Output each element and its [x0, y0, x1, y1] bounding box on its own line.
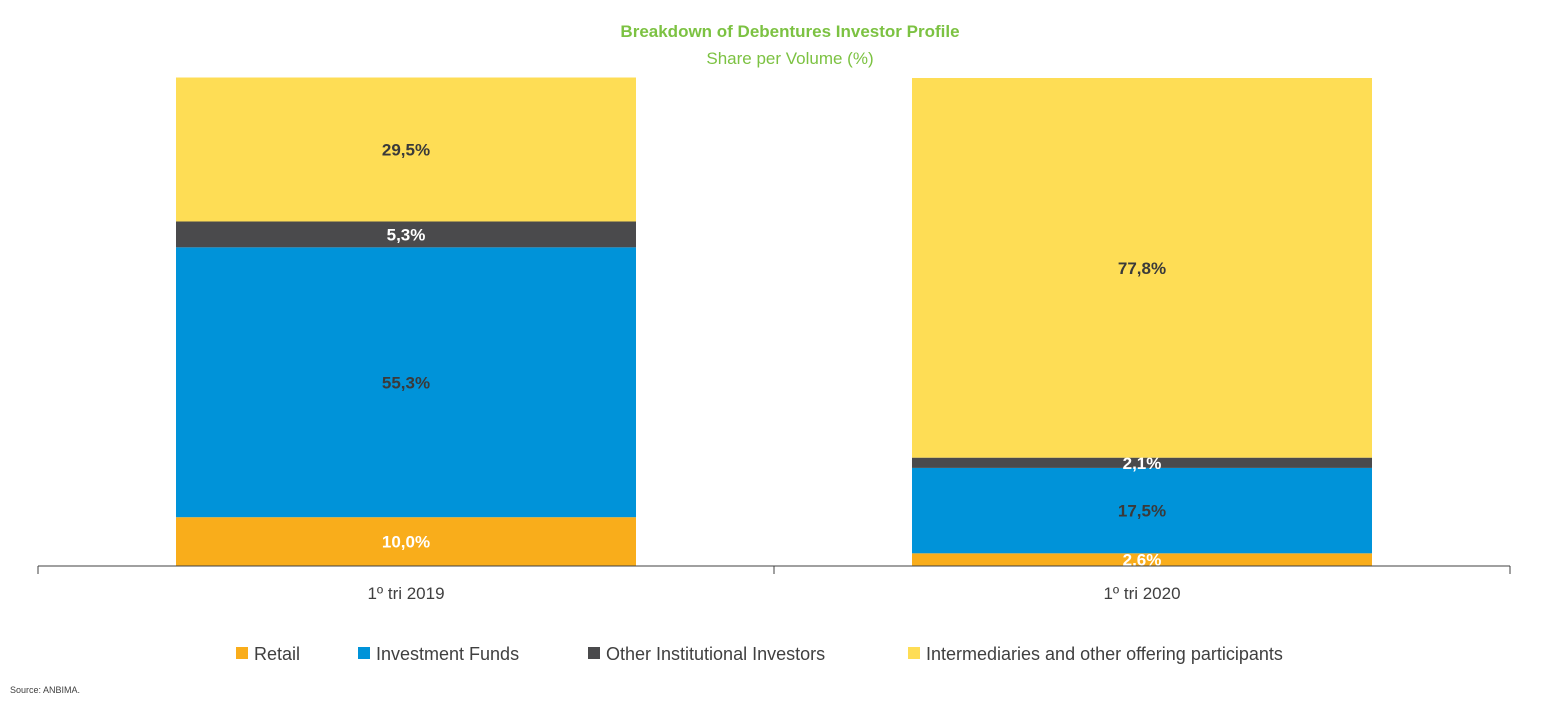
bar-segment	[176, 517, 636, 566]
legend-swatch	[358, 647, 370, 659]
legend-label: Retail	[254, 644, 300, 664]
source-note: Source: ANBIMA.	[10, 685, 80, 695]
legend: Retail Investment Funds Other Institutiona…	[236, 644, 1283, 664]
bar-segment	[912, 457, 1372, 468]
data-label: 2,1%	[1123, 454, 1162, 473]
bar-segment	[912, 553, 1372, 566]
legend-label: Other Institutional Investors	[606, 644, 825, 664]
bar-segment	[176, 221, 636, 248]
legend-swatch	[236, 647, 248, 659]
x-tick-label: 1º tri 2020	[1103, 584, 1180, 603]
legend-swatch	[588, 647, 600, 659]
x-axis: 1º tri 2019 1º tri 2020	[37, 565, 1511, 603]
chart-title: Breakdown of Debentures Investor Profile	[620, 22, 959, 41]
bar-segment	[912, 78, 1372, 458]
bar-segment	[176, 247, 636, 518]
legend-label: Intermediaries and other offering partic…	[926, 644, 1283, 664]
data-label: 29,5%	[382, 140, 430, 159]
chart-subtitle: Share per Volume (%)	[706, 49, 873, 68]
x-tick-label: 1º tri 2019	[367, 584, 444, 603]
bar-segment	[176, 77, 636, 222]
data-label: 2,6%	[1123, 551, 1162, 570]
data-label: 55,3%	[382, 373, 430, 392]
legend-label: Investment Funds	[376, 644, 519, 664]
legend-swatch	[908, 647, 920, 659]
data-label: 77,8%	[1118, 259, 1166, 278]
bar-segment	[912, 467, 1372, 554]
data-label: 10,0%	[382, 533, 430, 552]
data-label: 17,5%	[1118, 502, 1166, 521]
bars-layer: 10,0% 55,3% 5,3% 29,5% 2,6% 17,5% 2,1% 77,8%	[176, 77, 1372, 570]
data-label: 5,3%	[387, 225, 426, 244]
